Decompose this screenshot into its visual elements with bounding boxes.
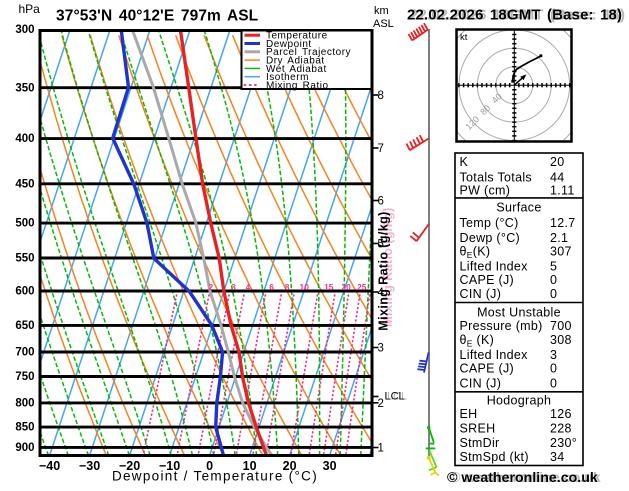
svg-text:750: 750 xyxy=(15,371,34,383)
svg-text:8: 8 xyxy=(285,282,290,292)
svg-text:20: 20 xyxy=(341,282,351,292)
svg-text:5: 5 xyxy=(550,259,557,273)
svg-text:37°53'N 40°12'E 797m ASL: 37°53'N 40°12'E 797m ASL xyxy=(56,8,258,25)
svg-text:PW (cm): PW (cm) xyxy=(460,184,511,198)
svg-text:600: 600 xyxy=(15,286,34,298)
svg-text:Hodograph: Hodograph xyxy=(487,393,552,407)
svg-text:K: K xyxy=(460,155,469,169)
svg-text:ASL: ASL xyxy=(373,18,394,30)
svg-text:Most Unstable: Most Unstable xyxy=(477,305,561,319)
svg-text:Surface: Surface xyxy=(496,201,541,215)
svg-text:126: 126 xyxy=(550,407,572,421)
svg-text:Totals Totals: Totals Totals xyxy=(460,171,532,185)
svg-text:Dewp (°C): Dewp (°C) xyxy=(460,231,520,245)
svg-text:8: 8 xyxy=(378,90,384,102)
svg-text:CIN (J): CIN (J) xyxy=(460,377,502,391)
svg-text:6: 6 xyxy=(269,282,274,292)
svg-text:θE(K): θE(K) xyxy=(460,245,491,261)
svg-text:6: 6 xyxy=(378,196,384,208)
svg-text:2: 2 xyxy=(208,282,213,292)
svg-text:400: 400 xyxy=(15,133,34,145)
svg-text:3: 3 xyxy=(550,348,557,362)
svg-text:CIN (J): CIN (J) xyxy=(460,287,502,301)
svg-text:LCL: LCL xyxy=(385,391,405,403)
svg-text:700: 700 xyxy=(550,319,572,333)
svg-text:20: 20 xyxy=(550,155,565,169)
svg-text:4: 4 xyxy=(378,287,385,299)
svg-text:500: 500 xyxy=(15,218,34,230)
svg-text:hPa: hPa xyxy=(19,2,41,16)
svg-text:© weatheronline.co.uk: © weatheronline.co.uk xyxy=(447,470,598,486)
svg-text:Dewpoint / Temperature (°C): Dewpoint / Temperature (°C) xyxy=(112,468,318,483)
svg-text:15: 15 xyxy=(324,282,334,292)
svg-text:Mixing Ratio: Mixing Ratio xyxy=(266,80,329,91)
svg-text:350: 350 xyxy=(15,82,34,94)
svg-text:12.7: 12.7 xyxy=(550,216,576,230)
svg-text:0: 0 xyxy=(550,362,557,376)
svg-text:0: 0 xyxy=(550,377,557,391)
svg-text:km: km xyxy=(374,5,389,17)
svg-text:−30: −30 xyxy=(79,459,100,473)
svg-text:2.1: 2.1 xyxy=(550,231,568,245)
svg-text:650: 650 xyxy=(15,320,34,332)
svg-text:228: 228 xyxy=(550,422,572,436)
svg-text:800: 800 xyxy=(15,398,34,410)
svg-text:StmDir: StmDir xyxy=(460,436,500,450)
svg-text:4: 4 xyxy=(245,282,250,292)
svg-text:850: 850 xyxy=(15,422,34,434)
svg-text:5: 5 xyxy=(378,239,384,251)
svg-text:25: 25 xyxy=(357,282,367,292)
svg-text:CAPE (J): CAPE (J) xyxy=(460,362,515,376)
svg-text:30: 30 xyxy=(323,459,337,473)
svg-text:kt: kt xyxy=(460,32,468,43)
svg-text:Lifted Index: Lifted Index xyxy=(460,348,529,362)
svg-text:Mixing Ratio (g/kg): Mixing Ratio (g/kg) xyxy=(377,211,391,330)
svg-text:22.02.2026 18GMT (Base: 18): 22.02.2026 18GMT (Base: 18) xyxy=(407,7,622,24)
svg-text:3: 3 xyxy=(231,282,236,292)
svg-text:1: 1 xyxy=(378,443,384,455)
svg-text:308: 308 xyxy=(550,333,572,347)
svg-text:1.11: 1.11 xyxy=(550,184,575,198)
svg-text:−40: −40 xyxy=(39,459,60,473)
svg-text:2: 2 xyxy=(378,398,384,410)
svg-text:307: 307 xyxy=(550,245,572,259)
svg-text:10: 10 xyxy=(300,282,310,292)
svg-text:300: 300 xyxy=(15,24,34,36)
svg-text:44: 44 xyxy=(550,171,565,185)
svg-text:EH: EH xyxy=(460,407,478,421)
svg-text:StmSpd (kt): StmSpd (kt) xyxy=(460,450,529,464)
svg-text:450: 450 xyxy=(15,178,34,190)
svg-text:Temp (°C): Temp (°C) xyxy=(460,216,519,230)
svg-text:θE (K): θE (K) xyxy=(460,333,495,349)
svg-text:Pressure (mb): Pressure (mb) xyxy=(460,319,543,333)
svg-text:900: 900 xyxy=(15,442,34,454)
svg-text:3: 3 xyxy=(378,343,384,355)
svg-text:7: 7 xyxy=(378,143,384,155)
svg-text:SREH: SREH xyxy=(460,422,496,436)
svg-text:Lifted Index: Lifted Index xyxy=(460,259,529,273)
svg-text:700: 700 xyxy=(15,347,34,359)
svg-text:0: 0 xyxy=(550,287,557,301)
svg-text:34: 34 xyxy=(550,450,565,464)
svg-text:230°: 230° xyxy=(550,436,577,450)
svg-text:CAPE (J): CAPE (J) xyxy=(460,273,515,287)
svg-text:550: 550 xyxy=(15,253,34,265)
svg-text:0: 0 xyxy=(550,273,557,287)
